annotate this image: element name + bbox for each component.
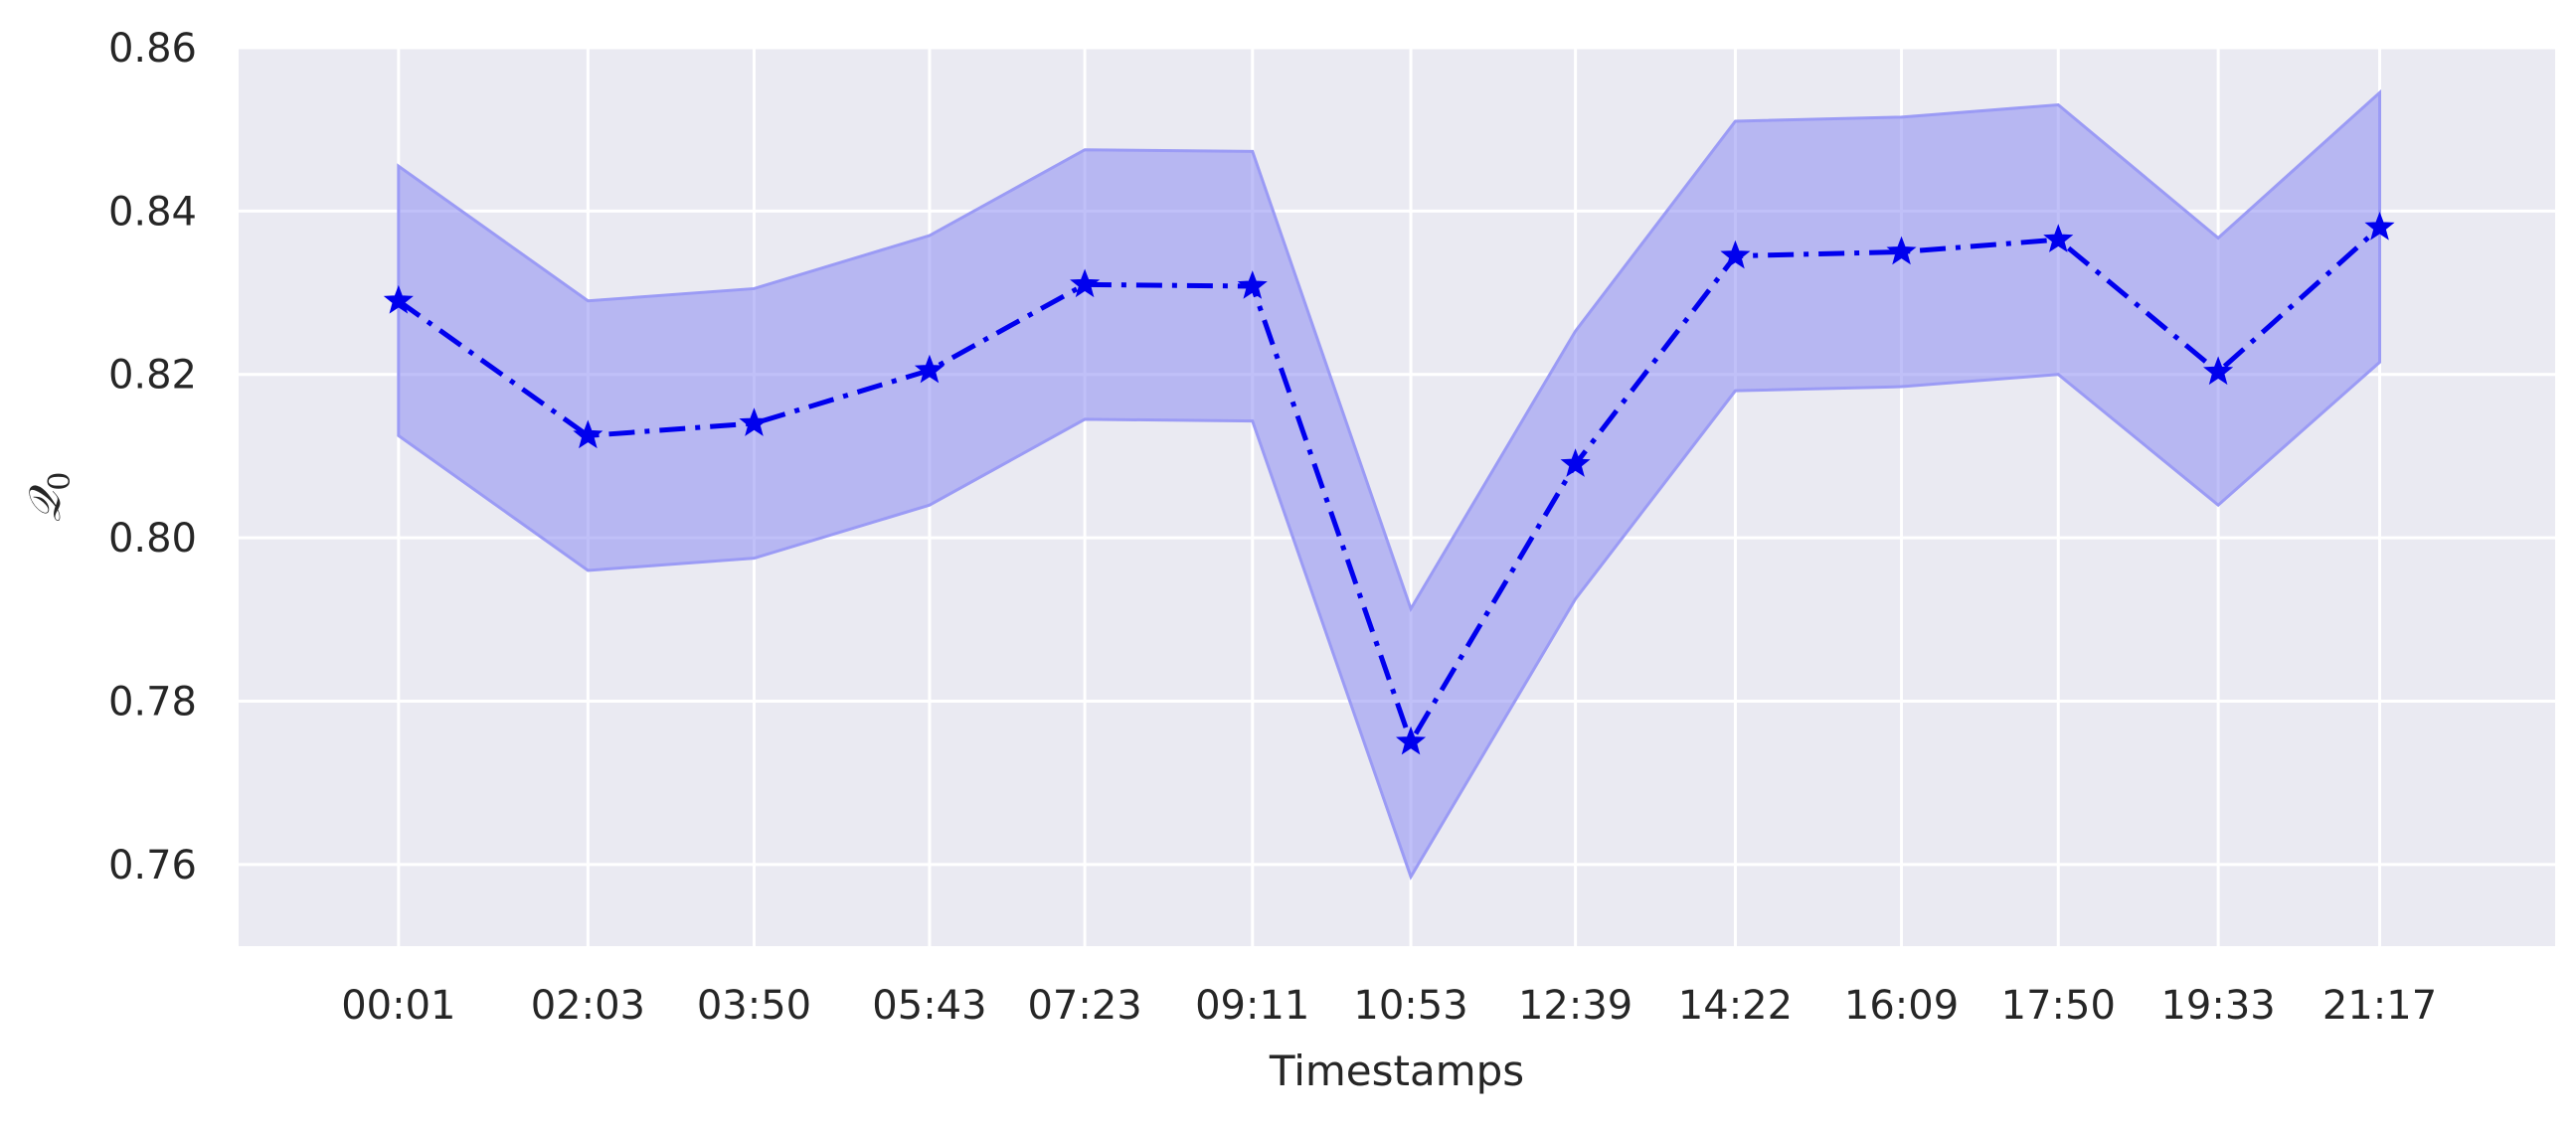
y-tick-label: 0.76	[108, 843, 197, 888]
x-tick-label: 14:22	[1678, 983, 1793, 1029]
x-tick-label: 12:39	[1518, 983, 1632, 1029]
data-point-marker	[914, 354, 945, 384]
x-tick-label: 03:50	[697, 983, 811, 1029]
series-markers	[383, 211, 2395, 755]
data-point-marker	[573, 419, 603, 449]
data-point-marker	[739, 407, 770, 436]
x-tick-label: 16:09	[1844, 983, 1959, 1029]
data-point-marker	[1560, 448, 1591, 477]
x-tick-labels: 00:01 02:03 03:50 05:43 07:23 09:11 10:53 12:39…	[341, 983, 2437, 1029]
y-axis-label-subscript: 0	[43, 472, 78, 491]
data-point-marker	[1720, 240, 1751, 269]
y-tick-label: 0.84	[108, 189, 197, 235]
x-tick-label: 05:43	[872, 983, 986, 1029]
y-tick-label: 0.78	[108, 679, 197, 725]
data-point-marker	[1886, 236, 1917, 265]
data-point-marker	[1396, 726, 1427, 755]
x-tick-label: 10:53	[1353, 983, 1467, 1029]
x-tick-label: 00:01	[341, 983, 455, 1029]
x-tick-label: 21:17	[2322, 983, 2437, 1029]
x-tick-label: 09:11	[1195, 983, 1309, 1029]
data-point-marker	[2364, 211, 2395, 241]
x-tick-label: 07:23	[1027, 983, 1141, 1029]
y-tick-label: 0.86	[108, 26, 197, 72]
data-point-marker	[1237, 270, 1268, 299]
y-tick-label: 0.82	[108, 353, 197, 399]
x-tick-label: 17:50	[2001, 983, 2116, 1029]
y-tick-labels: 0.76 0.78 0.80 0.82 0.84 0.86	[108, 26, 197, 888]
x-tick-label: 02:03	[531, 983, 645, 1029]
y-axis-label: 𝒬0	[20, 472, 78, 523]
band-area	[397, 88, 2382, 881]
y-tick-label: 0.80	[108, 516, 197, 562]
data-point-marker	[2203, 356, 2234, 386]
data-point-marker	[1070, 268, 1101, 298]
data-point-marker	[383, 284, 414, 314]
data-point-marker	[2043, 224, 2074, 252]
x-tick-label: 19:33	[2160, 983, 2275, 1029]
confidence-band	[397, 88, 2382, 881]
x-axis-label: Timestamps	[1269, 1047, 1524, 1095]
